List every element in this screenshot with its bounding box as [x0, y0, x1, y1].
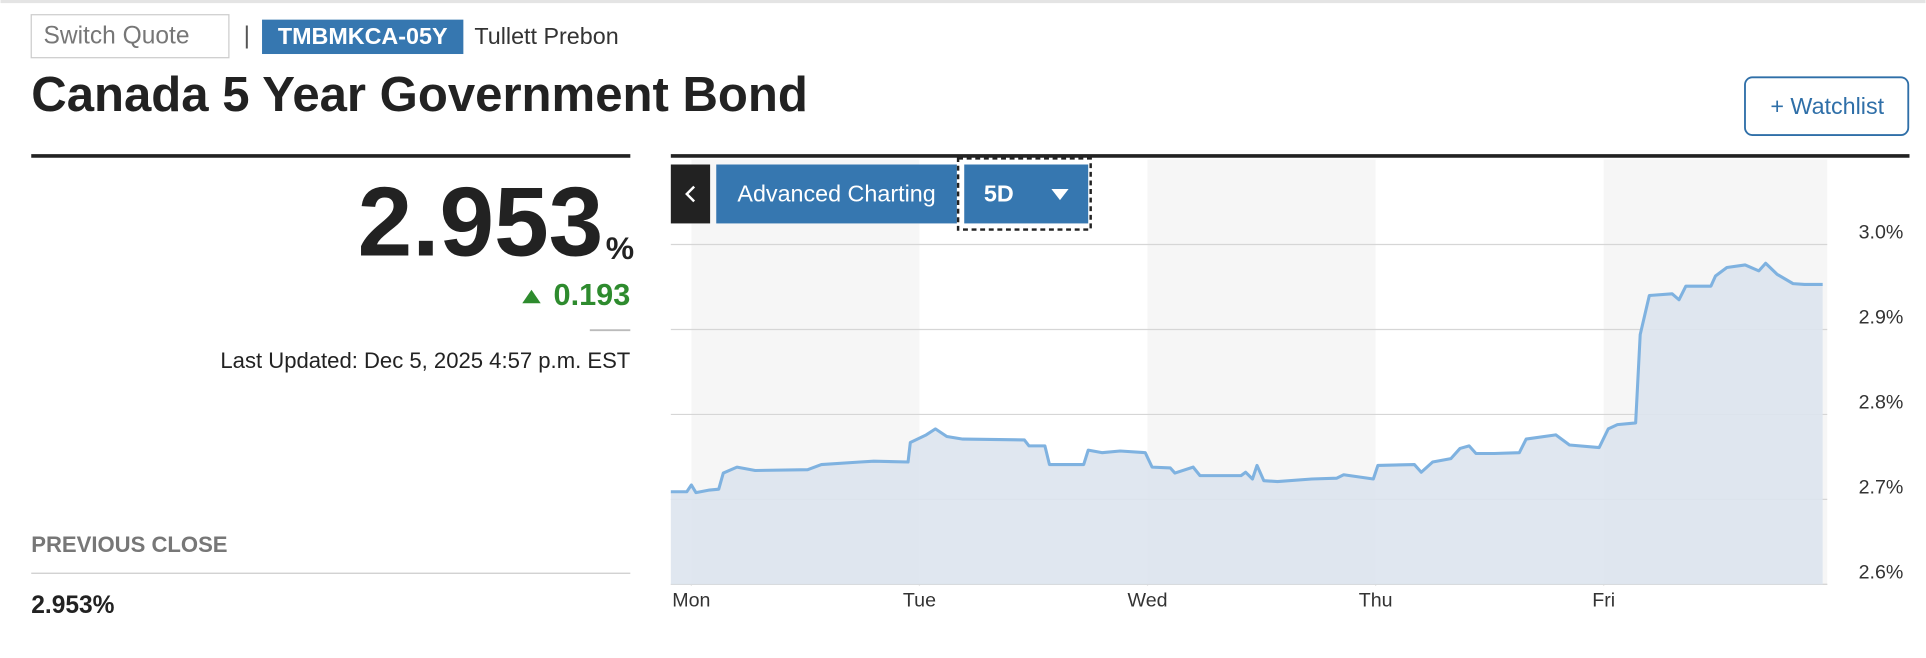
- collapse-button[interactable]: [670, 164, 711, 224]
- page-title: Canada 5 Year Government Bond: [31, 68, 808, 122]
- advanced-charting-button[interactable]: [716, 164, 957, 224]
- area-fill: [670, 263, 1823, 585]
- x-tick-label: Wed: [1128, 590, 1168, 612]
- range-label: 5D: [984, 180, 1014, 206]
- switch-quote-input[interactable]: [30, 14, 230, 59]
- ticker: TMBMKCA-05Y: [278, 23, 448, 49]
- chevron-icon: [685, 185, 696, 203]
- price-line: [670, 261, 1823, 495]
- x-tick-label: Thu: [1359, 590, 1393, 612]
- y-tick-label: 2.7%: [1859, 477, 1904, 499]
- switch-quote-placeholder: Switch Quote: [44, 22, 190, 49]
- change: 0.193: [554, 277, 631, 312]
- previous-close: 2.953%: [31, 592, 114, 619]
- focus-outline: [956, 157, 1092, 231]
- y-tick-label: 3.0%: [1859, 222, 1904, 244]
- y-tick-label: 2.6%: [1859, 561, 1904, 583]
- y-tick-label: 2.9%: [1859, 307, 1904, 329]
- advanced-charting-label: Advanced Charting: [737, 180, 935, 206]
- previous-close-label: PREVIOUS CLOSE: [31, 532, 227, 557]
- range-select[interactable]: [964, 164, 1089, 224]
- last-updated: Last Updated: Dec 5, 2025 4:57 p.m. EST: [220, 348, 630, 373]
- watchlist-label: + Watchlist: [1770, 93, 1884, 119]
- ticker-badge: [262, 19, 464, 55]
- x-tick-label: Fri: [1592, 590, 1615, 612]
- watchlist-button[interactable]: [1744, 76, 1910, 136]
- source: Tullett Prebon: [474, 23, 618, 49]
- chart: 2.6% 2.7% 2.8% 2.9% 3.0% Mon Tue Wed Thu Fri: [670, 159, 1904, 612]
- x-tick-label: Mon: [672, 590, 710, 612]
- dropdown-caret: [1051, 189, 1069, 201]
- separator: |: [244, 22, 250, 49]
- y-tick-label: 2.8%: [1859, 392, 1904, 414]
- x-tick-label: Tue: [903, 590, 936, 612]
- up-arrow: [522, 289, 541, 304]
- price: 2.953: [358, 167, 604, 277]
- price-unit: %: [606, 230, 634, 266]
